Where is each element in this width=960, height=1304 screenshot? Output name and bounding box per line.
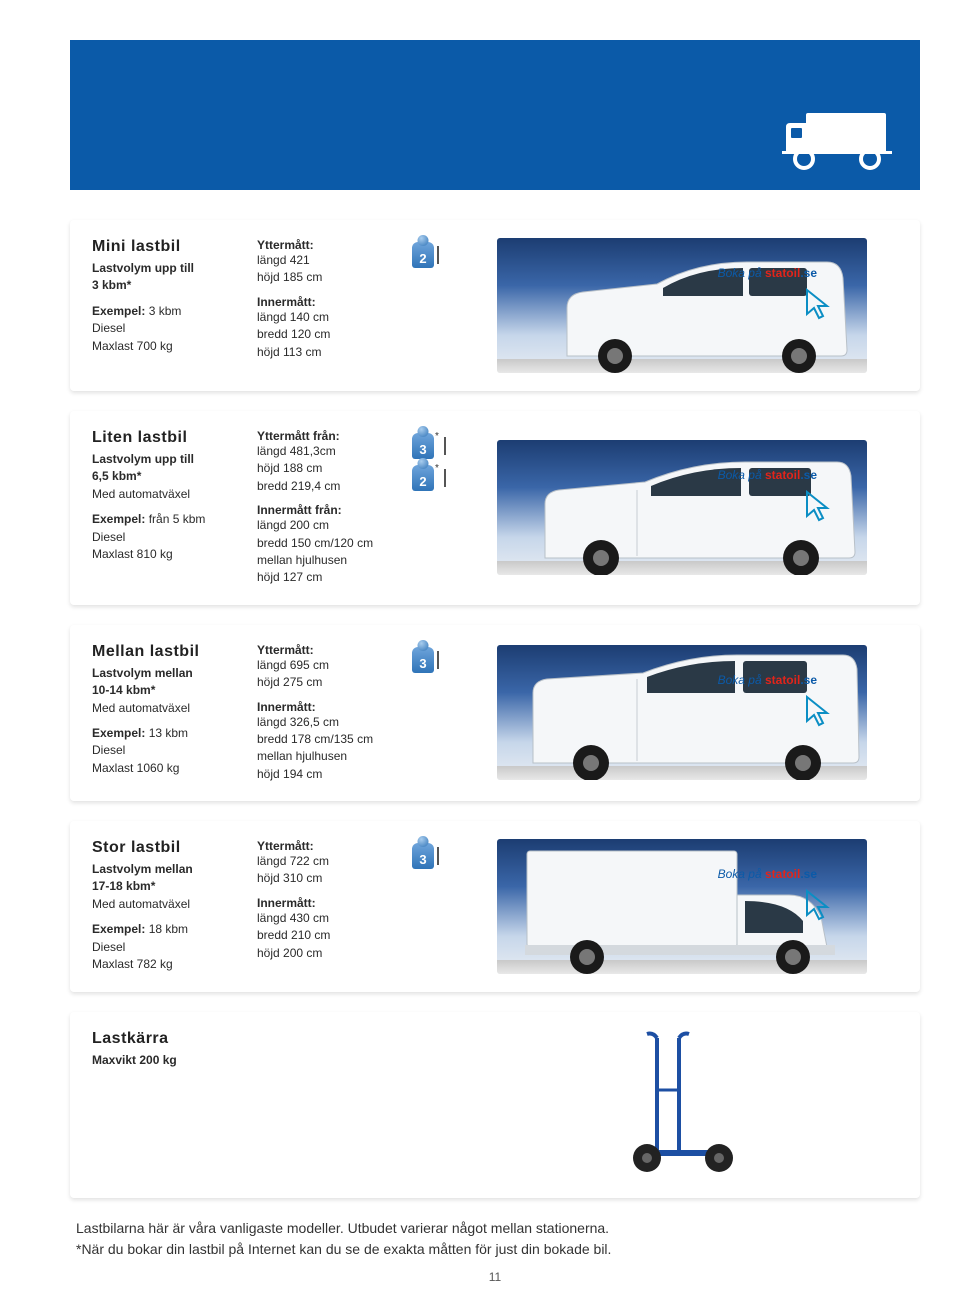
maxload: Maxlast 810 kg — [92, 546, 249, 563]
inner-head: Innermått: — [257, 295, 404, 309]
outer-head: Yttermått från: — [257, 429, 404, 443]
example-line: Exempel: från 5 kbm — [92, 511, 249, 528]
vehicle-title: Stor lastbil — [92, 839, 249, 857]
boka-label: Boka på statoil.se — [718, 468, 817, 482]
vehicle-illustration: Boka på statoil.se — [497, 839, 867, 974]
seat-capacity-badge: 2* — [412, 465, 446, 491]
example-line: Exempel: 3 kbm — [92, 303, 249, 320]
fuel: Diesel — [92, 529, 249, 546]
outer-dim: höjd 310 cm — [257, 870, 404, 887]
cursor-icon — [803, 695, 833, 734]
cursor-icon — [803, 288, 833, 327]
volume-label: Lastvolym mellan — [92, 861, 249, 878]
outer-dim: längd 722 cm — [257, 853, 404, 870]
fuel: Diesel — [92, 939, 249, 956]
trolley-card: Lastkärra Maxvikt 200 kg — [70, 1012, 920, 1198]
truck-icon — [782, 109, 892, 176]
page: Mini lastbil Lastvolym upp till 3 kbm* E… — [0, 0, 960, 1304]
inner-dim: längd 140 cm — [257, 309, 404, 326]
trolley-title: Lastkärra — [92, 1030, 249, 1048]
header-banner — [70, 40, 920, 190]
fuel: Diesel — [92, 320, 249, 337]
cursor-icon — [803, 490, 833, 529]
page-number: 11 — [70, 1270, 920, 1284]
inner-dim: höjd 113 cm — [257, 344, 404, 361]
example-line: Exempel: 18 kbm — [92, 921, 249, 938]
inner-head: Innermått: — [257, 700, 404, 714]
footer-line-1: Lastbilarna här är våra vanligaste model… — [76, 1218, 914, 1239]
inner-dim: bredd 210 cm — [257, 927, 404, 944]
inner-dim: längd 200 cm — [257, 517, 404, 534]
boka-label: Boka på statoil.se — [718, 867, 817, 881]
vehicle-illustration: Boka på statoil.se — [497, 440, 867, 575]
inner-dim: mellan hjulhusen — [257, 748, 404, 765]
auto-transmission: Med automatväxel — [92, 700, 249, 717]
outer-head: Yttermått: — [257, 839, 404, 853]
cursor-icon — [803, 889, 833, 928]
volume-label: Lastvolym upp till — [92, 260, 249, 277]
outer-dim: höjd 185 cm — [257, 269, 404, 286]
maxload: Maxlast 700 kg — [92, 338, 249, 355]
vehicle-title: Mellan lastbil — [92, 643, 249, 661]
vehicle-card-liten: Liten lastbil Lastvolym upp till 6,5 kbm… — [70, 411, 920, 605]
seat-capacity-badge: 3* — [412, 433, 446, 459]
inner-head: Innermått från: — [257, 503, 404, 517]
trolley-maxweight: Maxvikt 200 kg — [92, 1052, 249, 1069]
vehicle-card-stor: Stor lastbil Lastvolym mellan 17-18 kbm*… — [70, 821, 920, 992]
inner-dim: bredd 178 cm/135 cm — [257, 731, 404, 748]
fuel: Diesel — [92, 742, 249, 759]
volume-value: 3 kbm* — [92, 277, 249, 294]
volume-value: 10-14 kbm* — [92, 682, 249, 699]
outer-head: Yttermått: — [257, 238, 404, 252]
volume-label: Lastvolym mellan — [92, 665, 249, 682]
inner-dim: höjd 194 cm — [257, 766, 404, 783]
outer-dim: höjd 275 cm — [257, 674, 404, 691]
boka-label: Boka på statoil.se — [718, 266, 817, 280]
inner-dim: mellan hjulhusen — [257, 552, 404, 569]
vehicle-card-mini: Mini lastbil Lastvolym upp till 3 kbm* E… — [70, 220, 920, 391]
outer-dim: längd 421 — [257, 252, 404, 269]
trolley-illustration — [497, 1030, 867, 1180]
volume-value: 6,5 kbm* — [92, 468, 249, 485]
volume-label: Lastvolym upp till — [92, 451, 249, 468]
example-line: Exempel: 13 kbm — [92, 725, 249, 742]
auto-transmission: Med automatväxel — [92, 896, 249, 913]
vehicle-illustration: Boka på statoil.se — [497, 645, 867, 780]
outer-dim: höjd 188 cm — [257, 460, 404, 477]
inner-dim: bredd 120 cm — [257, 326, 404, 343]
seat-capacity-badge: 3 — [412, 843, 439, 869]
footer-note: Lastbilarna här är våra vanligaste model… — [70, 1218, 920, 1260]
vehicle-title: Mini lastbil — [92, 238, 249, 256]
inner-dim: höjd 127 cm — [257, 569, 404, 586]
seat-capacity-badge: 3 — [412, 647, 439, 673]
outer-head: Yttermått: — [257, 643, 404, 657]
vehicle-illustration: Boka på statoil.se — [497, 238, 867, 373]
volume-value: 17-18 kbm* — [92, 878, 249, 895]
outer-dim: bredd 219,4 cm — [257, 478, 404, 495]
inner-dim: bredd 150 cm/120 cm — [257, 535, 404, 552]
inner-dim: längd 430 cm — [257, 910, 404, 927]
outer-dim: längd 481,3cm — [257, 443, 404, 460]
outer-dim: längd 695 cm — [257, 657, 404, 674]
vehicle-title: Liten lastbil — [92, 429, 249, 447]
inner-dim: höjd 200 cm — [257, 945, 404, 962]
maxload: Maxlast 1060 kg — [92, 760, 249, 777]
footer-line-2: *När du bokar din lastbil på Internet ka… — [76, 1239, 914, 1260]
inner-dim: längd 326,5 cm — [257, 714, 404, 731]
boka-label: Boka på statoil.se — [718, 673, 817, 687]
inner-head: Innermått: — [257, 896, 404, 910]
vehicle-card-mellan: Mellan lastbil Lastvolym mellan 10-14 kb… — [70, 625, 920, 801]
vehicle-list: Mini lastbil Lastvolym upp till 3 kbm* E… — [70, 220, 920, 992]
seat-capacity-badge: 2 — [412, 242, 439, 268]
maxload: Maxlast 782 kg — [92, 956, 249, 973]
auto-transmission: Med automatväxel — [92, 486, 249, 503]
